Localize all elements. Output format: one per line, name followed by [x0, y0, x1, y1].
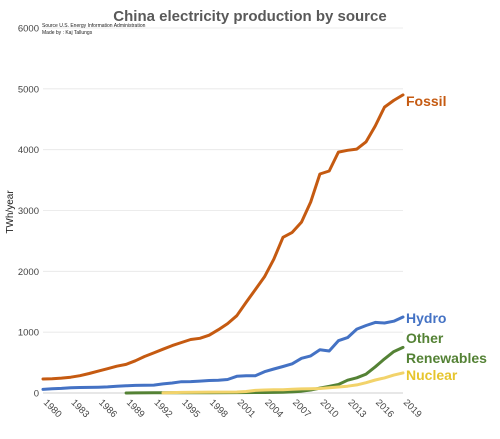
y-tick-label: 4000 — [18, 145, 39, 156]
y-tick-label: 6000 — [18, 24, 39, 35]
x-tick-label: 2004 — [262, 397, 285, 420]
y-tick-label: 2000 — [18, 267, 39, 278]
x-tick-label: 1983 — [69, 397, 92, 420]
series-label-fossil: Fossil — [406, 93, 446, 109]
source-line: Source U.S. Energy Information Administr… — [42, 23, 146, 29]
x-tick-label: 2010 — [318, 397, 341, 420]
x-tick-label: 1986 — [96, 397, 119, 420]
x-tick-label: 1995 — [179, 397, 202, 420]
series-line-nuclear — [161, 371, 405, 395]
series-label-nuclear: Nuclear — [406, 367, 458, 383]
y-axis-label: TWh/year — [5, 190, 16, 234]
x-tick-label: 2016 — [373, 397, 396, 420]
series-label-renewables: Renewables — [406, 350, 487, 366]
x-tick-label: 1989 — [124, 397, 147, 420]
series-label-hydro: Hydro — [406, 310, 446, 326]
x-tick-label: 2019 — [401, 397, 424, 420]
y-tick-label: 5000 — [18, 84, 39, 95]
x-tick-label: 1998 — [207, 397, 230, 420]
chart-title: China electricity production by source — [113, 8, 386, 25]
y-tick-label: 0 — [34, 389, 39, 400]
series-lines — [41, 93, 405, 395]
y-tick-label: 3000 — [18, 206, 39, 217]
x-tick-label: 1992 — [152, 397, 175, 420]
axes: 0 1000 2000 3000 4000 5000 6000 1980 1983 1986 198… — [18, 24, 424, 421]
author-line: Made by : Kaj Tallungs — [42, 30, 93, 36]
gridlines — [43, 27, 403, 333]
series-label-other: Other — [406, 330, 444, 346]
x-tick-label: 2013 — [345, 397, 368, 420]
x-tick-label: 1980 — [41, 397, 64, 420]
x-tick-label: 2007 — [290, 397, 313, 420]
x-tick-label: 2001 — [235, 397, 258, 420]
series-line-hydro — [41, 315, 405, 391]
series-line-fossil — [41, 93, 405, 381]
y-tick-label: 1000 — [18, 328, 39, 339]
